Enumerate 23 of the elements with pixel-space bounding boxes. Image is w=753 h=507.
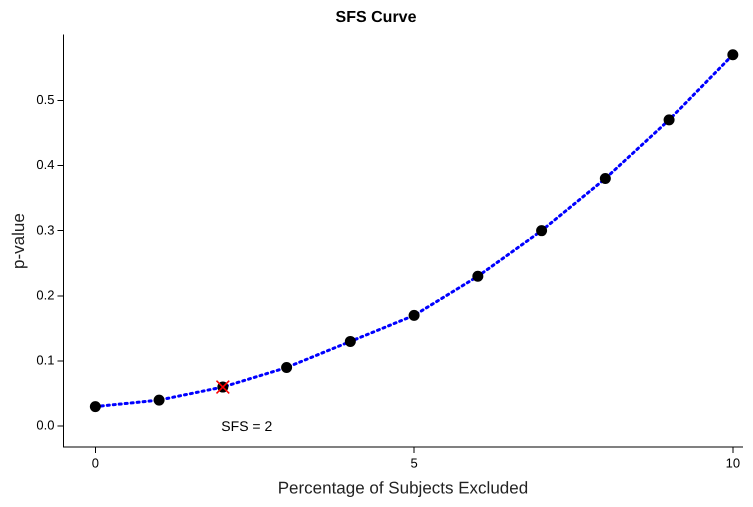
point [344, 336, 356, 347]
y-tick-label: 0.5 [36, 92, 54, 107]
x-tick-label: 5 [410, 455, 418, 470]
point [154, 394, 165, 406]
x-tick-label: 10 [726, 455, 740, 470]
y-axis-title: p-value [8, 213, 28, 269]
x-tick-label: 0 [92, 455, 99, 470]
annotation: SFS = 2 [221, 418, 272, 434]
point [408, 310, 420, 321]
y-tick-label: 0.3 [36, 222, 54, 238]
point [664, 114, 675, 126]
point [536, 225, 548, 236]
point [281, 362, 292, 374]
y-tick-label: 0.0 [36, 418, 54, 433]
x-axis-title: Percentage of Subjects Excluded [278, 478, 528, 498]
point [727, 49, 738, 60]
point [90, 401, 101, 412]
y-tick-label: 0.2 [36, 287, 54, 302]
point [472, 270, 484, 282]
chart-title: SFS Curve [336, 9, 417, 26]
y-tick-label: 0.1 [36, 352, 54, 368]
y-tick-label: 0.4 [36, 157, 54, 172]
point [600, 173, 611, 184]
